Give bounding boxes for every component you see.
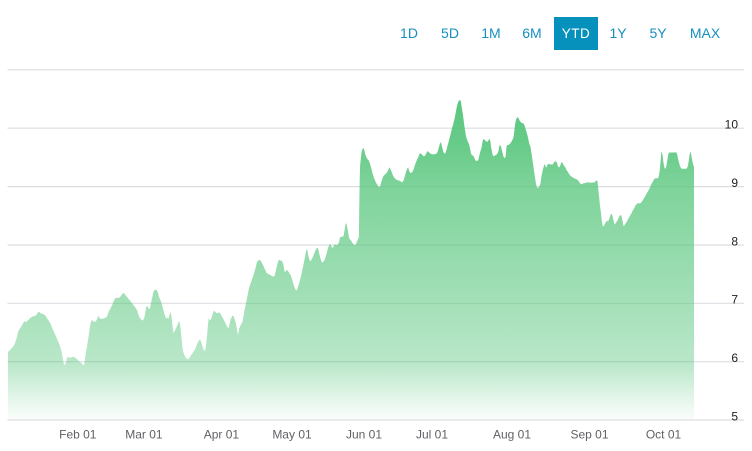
svg-text:7: 7 (731, 293, 738, 307)
svg-text:9: 9 (731, 176, 738, 190)
svg-text:8: 8 (731, 234, 738, 248)
svg-text:Oct 01: Oct 01 (646, 427, 682, 441)
svg-text:Jun 01: Jun 01 (346, 427, 382, 441)
svg-text:Jul 01: Jul 01 (416, 427, 448, 441)
svg-text:Feb 01: Feb 01 (59, 427, 97, 441)
svg-text:Mar 01: Mar 01 (125, 427, 163, 441)
svg-text:Apr 01: Apr 01 (204, 427, 240, 441)
svg-text:10: 10 (725, 118, 739, 132)
svg-text:May 01: May 01 (272, 427, 312, 441)
svg-text:Aug 01: Aug 01 (493, 427, 531, 441)
svg-text:5: 5 (731, 409, 738, 423)
svg-text:Sep 01: Sep 01 (570, 427, 608, 441)
svg-text:6: 6 (731, 351, 738, 365)
